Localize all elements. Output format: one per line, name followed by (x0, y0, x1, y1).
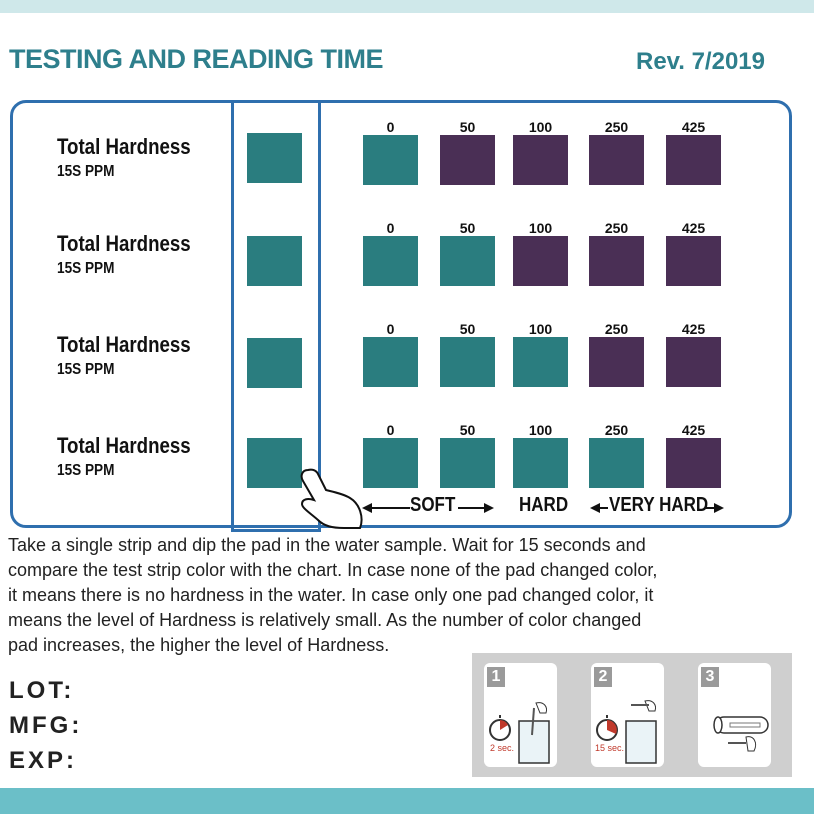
color-swatch (513, 236, 568, 286)
color-swatch (666, 337, 721, 387)
bottom-bar (0, 788, 814, 814)
arrow-left-icon (590, 503, 600, 513)
scale-value: 425 (681, 220, 706, 236)
page-title: TESTING AND READING TIME (9, 44, 384, 74)
scale-value: 0 (386, 321, 395, 337)
row-label: Total Hardness (57, 433, 191, 458)
scale-value: 0 (386, 422, 395, 438)
color-swatch (440, 135, 495, 185)
step-number: 1 (487, 667, 505, 687)
top-bar (0, 0, 814, 13)
color-swatch (589, 438, 644, 488)
soft-arrow-right (458, 507, 486, 509)
very-hard-arrow-left (598, 507, 608, 509)
scale-value: 50 (459, 119, 476, 135)
exp-label: EXP: (9, 747, 78, 774)
scale-value: 100 (528, 119, 553, 135)
step-card-2: 2 15 sec. (591, 663, 664, 767)
arrow-right-icon (714, 503, 724, 513)
soft-arrow-left (368, 507, 410, 509)
row-unit: 15S PPM (57, 361, 115, 378)
strip-pad (247, 133, 302, 183)
revision-label: Rev. 7/2019 (636, 48, 765, 75)
scale-hard: HARD (519, 494, 569, 516)
test-strip-column (231, 100, 321, 532)
step-time: 15 sec. (595, 743, 625, 753)
pointing-hand-icon (300, 468, 363, 529)
scale-soft: SOFT (410, 494, 456, 516)
instructions-text: Take a single strip and dip the pad in t… (8, 533, 798, 658)
instruction-line: compare the test strip color with the ch… (8, 560, 658, 580)
color-swatch (513, 337, 568, 387)
scale-value: 0 (386, 220, 395, 236)
row-unit: 15S PPM (57, 462, 115, 479)
scale-value: 100 (528, 220, 553, 236)
color-swatch (589, 135, 644, 185)
scale-value: 50 (459, 422, 476, 438)
scale-value: 250 (604, 422, 629, 438)
step-card-1: 1 2 sec. (484, 663, 557, 767)
scale-value: 50 (459, 321, 476, 337)
very-hard-arrow-right (706, 507, 716, 509)
step-time: 2 sec. (490, 743, 515, 753)
scale-value: 0 (386, 119, 395, 135)
color-swatch (666, 438, 721, 488)
scale-value: 100 (528, 422, 553, 438)
arrow-left-icon (362, 503, 372, 513)
instruction-line: it means there is no hardness in the wat… (8, 585, 654, 605)
color-swatch (589, 337, 644, 387)
color-swatch (440, 438, 495, 488)
strip-pad (247, 338, 302, 388)
scale-value: 250 (604, 220, 629, 236)
color-swatch (363, 236, 418, 286)
row-label: Total Hardness (57, 231, 191, 256)
steps-panel: 1 2 sec. 2 15 sec. 3 (472, 653, 792, 777)
color-swatch (513, 135, 568, 185)
dip-strip-icon (489, 702, 550, 764)
lot-label: LOT: (9, 677, 75, 704)
compare-chart-icon (713, 716, 769, 752)
color-swatch (666, 135, 721, 185)
row-label: Total Hardness (57, 134, 191, 159)
color-swatch (513, 438, 568, 488)
scale-value: 250 (604, 119, 629, 135)
scale-value: 50 (459, 220, 476, 236)
color-chart-panel (10, 100, 792, 528)
step-card-3: 3 (698, 663, 771, 767)
color-swatch (440, 236, 495, 286)
row-unit: 15S PPM (57, 163, 115, 180)
color-swatch (363, 337, 418, 387)
instruction-line: pad increases, the higher the level of H… (8, 635, 390, 655)
strip-pad (247, 236, 302, 286)
arrow-right-icon (484, 503, 494, 513)
wait-timer-icon (596, 700, 657, 764)
step-number: 3 (701, 667, 719, 687)
mfg-label: MFG: (9, 712, 83, 739)
scale-value: 425 (681, 321, 706, 337)
instruction-line: Take a single strip and dip the pad in t… (8, 535, 646, 555)
scale-value: 425 (681, 422, 706, 438)
color-swatch (666, 236, 721, 286)
scale-value: 425 (681, 119, 706, 135)
step-number: 2 (594, 667, 612, 687)
row-label: Total Hardness (57, 332, 191, 357)
row-unit: 15S PPM (57, 260, 115, 277)
color-swatch (363, 438, 418, 488)
scale-value: 250 (604, 321, 629, 337)
scale-value: 100 (528, 321, 553, 337)
color-swatch (589, 236, 644, 286)
scale-very-hard: VERY HARD (609, 494, 709, 516)
instruction-line: means the level of Hardness is relativel… (8, 610, 642, 630)
strip-pad (247, 438, 302, 488)
color-swatch (363, 135, 418, 185)
color-swatch (440, 337, 495, 387)
